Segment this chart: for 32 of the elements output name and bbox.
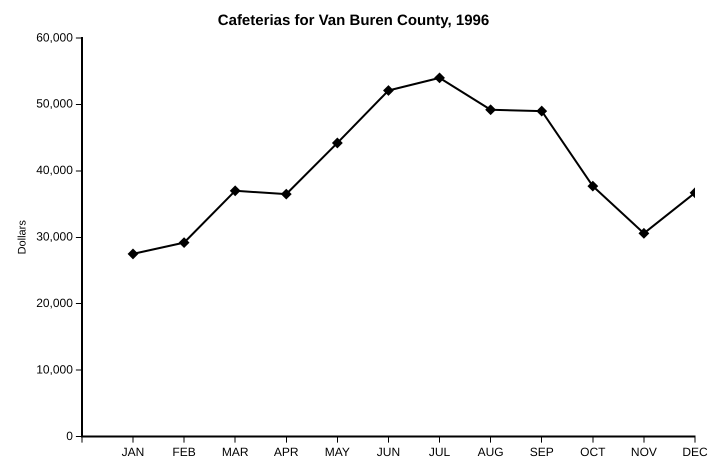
x-tick-label: NOV: [630, 445, 657, 460]
point: [536, 106, 547, 116]
y-tick-label: 20,000: [36, 296, 74, 310]
x-tick-label: APR: [274, 445, 299, 460]
x-tick-label: SEP: [530, 445, 554, 460]
point: [281, 189, 292, 200]
point: [588, 181, 598, 192]
y-tick-label: 10,000: [36, 362, 74, 376]
point: [179, 238, 190, 248]
x-tick-label: JAN: [122, 445, 144, 460]
y-tick-label: 60,000: [36, 30, 74, 44]
y-tick-label: 0: [66, 428, 74, 443]
x-tick-label: JUL: [428, 445, 451, 460]
point: [638, 228, 649, 238]
y-tick-label: 50,000: [36, 96, 74, 111]
x-tick-label: AUG: [478, 445, 504, 460]
x-tick-label: OCT: [580, 445, 606, 460]
y-axis-title: Dollars: [16, 220, 29, 254]
x-tick-label: JUN: [376, 445, 400, 460]
point: [332, 138, 342, 148]
point: [486, 104, 496, 115]
point: [230, 186, 240, 196]
point: [434, 72, 445, 83]
x-tick-label: FEB: [172, 445, 196, 460]
chart-title: Cafeterias for Van Buren County, 1996: [218, 12, 490, 30]
point: [128, 248, 138, 259]
x-tick-label: DEC: [682, 445, 708, 460]
y-tick-label: 30,000: [36, 230, 74, 244]
x-tick-label: MAR: [222, 445, 249, 460]
x-tick-label: MAY: [324, 445, 350, 460]
point: [383, 85, 394, 96]
y-tick-label: 40,000: [36, 163, 74, 178]
